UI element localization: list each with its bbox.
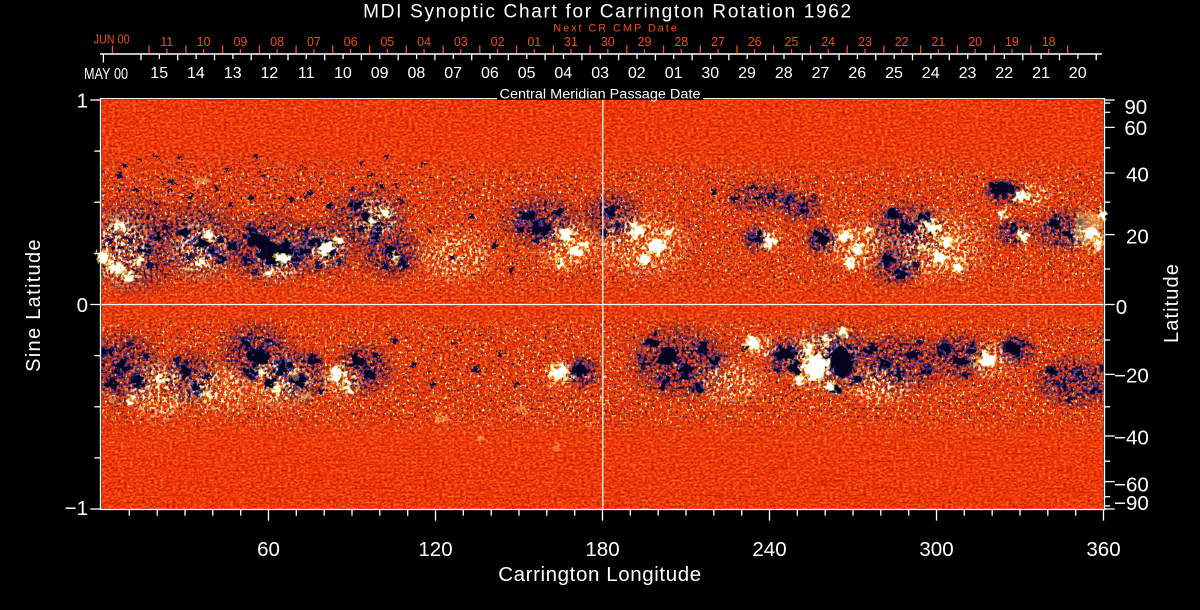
svg-text:−60: −60 bbox=[1114, 473, 1149, 496]
svg-text:22: 22 bbox=[995, 65, 1013, 82]
svg-text:31: 31 bbox=[564, 35, 578, 49]
svg-text:−40: −40 bbox=[1114, 427, 1149, 450]
svg-text:MAY 00: MAY 00 bbox=[84, 66, 128, 83]
svg-text:06: 06 bbox=[481, 65, 499, 82]
svg-text:0: 0 bbox=[1116, 296, 1127, 319]
svg-text:20: 20 bbox=[968, 35, 982, 49]
svg-text:02: 02 bbox=[628, 65, 646, 82]
svg-text:23: 23 bbox=[858, 35, 872, 49]
svg-text:180: 180 bbox=[585, 538, 619, 561]
svg-text:04: 04 bbox=[554, 65, 572, 82]
svg-text:20: 20 bbox=[1069, 65, 1087, 82]
svg-text:07: 07 bbox=[444, 65, 462, 82]
svg-text:18: 18 bbox=[1042, 35, 1056, 49]
svg-text:19: 19 bbox=[1005, 35, 1019, 49]
svg-text:28: 28 bbox=[775, 65, 793, 82]
svg-text:26: 26 bbox=[848, 65, 866, 82]
svg-text:90: 90 bbox=[1124, 96, 1147, 119]
svg-text:240: 240 bbox=[752, 538, 786, 561]
svg-text:29: 29 bbox=[738, 65, 756, 82]
svg-text:11: 11 bbox=[160, 35, 173, 49]
svg-text:MDI Synoptic Chart for Carring: MDI Synoptic Chart for Carrington Rotati… bbox=[363, 2, 853, 23]
svg-text:09: 09 bbox=[233, 35, 247, 49]
svg-text:03: 03 bbox=[591, 65, 609, 82]
svg-text:25: 25 bbox=[885, 65, 903, 82]
svg-text:30: 30 bbox=[601, 35, 615, 49]
svg-text:Central Meridian Passage Date: Central Meridian Passage Date bbox=[500, 87, 701, 102]
svg-text:22: 22 bbox=[895, 35, 909, 49]
svg-text:24: 24 bbox=[821, 35, 835, 49]
svg-text:−20: −20 bbox=[1114, 364, 1149, 387]
svg-text:60: 60 bbox=[257, 538, 280, 561]
svg-text:01: 01 bbox=[665, 65, 683, 82]
svg-text:01: 01 bbox=[527, 35, 541, 49]
svg-text:10: 10 bbox=[334, 65, 352, 82]
svg-text:26: 26 bbox=[748, 35, 762, 49]
svg-text:03: 03 bbox=[454, 35, 468, 49]
svg-text:05: 05 bbox=[380, 35, 394, 49]
svg-text:23: 23 bbox=[959, 65, 977, 82]
svg-text:09: 09 bbox=[371, 65, 389, 82]
svg-text:13: 13 bbox=[224, 65, 242, 82]
svg-text:120: 120 bbox=[418, 538, 452, 561]
svg-text:40: 40 bbox=[1126, 164, 1149, 187]
svg-text:11: 11 bbox=[298, 65, 315, 82]
svg-text:29: 29 bbox=[638, 35, 652, 49]
svg-text:360: 360 bbox=[1086, 538, 1120, 561]
svg-text:21: 21 bbox=[931, 35, 945, 49]
svg-text:27: 27 bbox=[711, 35, 725, 49]
svg-text:300: 300 bbox=[919, 538, 953, 561]
svg-text:Carrington Longitude: Carrington Longitude bbox=[498, 563, 701, 586]
svg-text:Next CR CMP Date: Next CR CMP Date bbox=[553, 23, 679, 35]
svg-text:12: 12 bbox=[261, 65, 279, 82]
svg-text:21: 21 bbox=[1032, 65, 1050, 82]
svg-text:−1: −1 bbox=[65, 497, 88, 520]
svg-text:−90: −90 bbox=[1114, 492, 1149, 515]
svg-text:0: 0 bbox=[77, 294, 88, 317]
svg-text:1: 1 bbox=[77, 90, 88, 113]
svg-text:25: 25 bbox=[785, 35, 799, 49]
svg-text:08: 08 bbox=[408, 65, 426, 82]
svg-text:06: 06 bbox=[344, 35, 358, 49]
svg-text:60: 60 bbox=[1124, 117, 1147, 140]
svg-text:07: 07 bbox=[307, 35, 321, 49]
svg-text:JUN 00: JUN 00 bbox=[94, 33, 130, 47]
svg-text:Sine Latitude: Sine Latitude bbox=[23, 238, 45, 372]
svg-text:30: 30 bbox=[701, 65, 719, 82]
svg-text:02: 02 bbox=[491, 35, 505, 49]
svg-text:15: 15 bbox=[150, 65, 168, 82]
svg-text:27: 27 bbox=[812, 65, 830, 82]
svg-text:14: 14 bbox=[187, 65, 205, 82]
svg-text:20: 20 bbox=[1126, 225, 1149, 248]
svg-text:08: 08 bbox=[270, 35, 284, 49]
svg-text:28: 28 bbox=[674, 35, 688, 49]
svg-text:04: 04 bbox=[417, 35, 431, 49]
svg-text:10: 10 bbox=[197, 35, 211, 49]
svg-text:05: 05 bbox=[518, 65, 536, 82]
svg-text:Latitude: Latitude bbox=[1161, 263, 1183, 343]
svg-text:24: 24 bbox=[922, 65, 940, 82]
